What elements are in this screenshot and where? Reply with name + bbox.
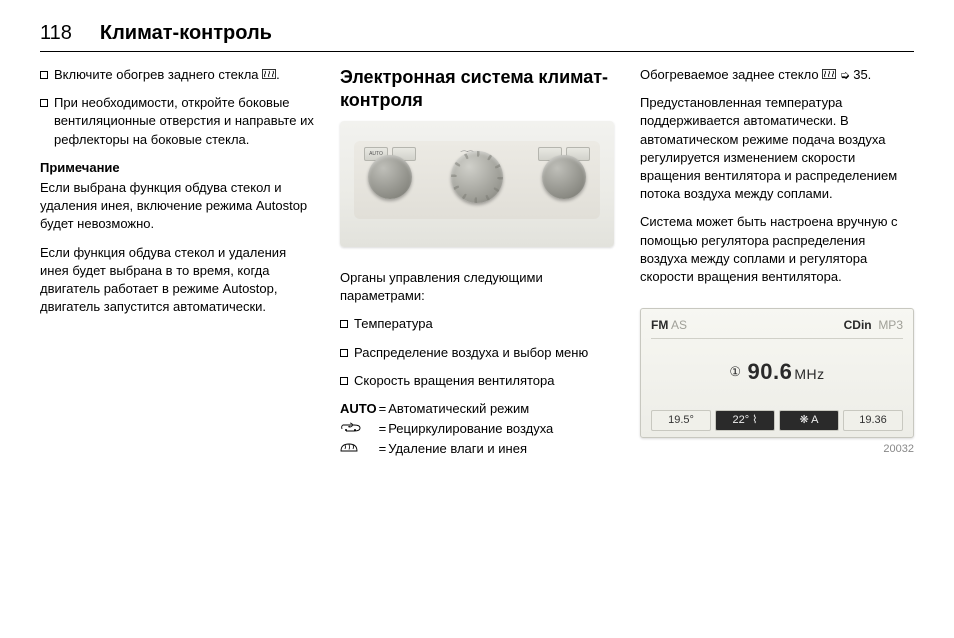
legend-eq: = [379,440,389,460]
table-row: = Рециркулирование воз­духа [340,420,614,440]
list-item: При необходимости, откройте боковые вент… [40,94,314,149]
radio-display-figure: FM AS CDin MP3 ①90.6MHz 19.5° 22° ⌇ [640,308,914,438]
bullet-icon [40,99,48,107]
list-item: Скорость вращения вентилятора [340,372,614,390]
column-middle: Электронная система климат-контроля AUTO… [340,66,614,461]
paragraph: Предустановленная температура поддержива… [640,94,914,203]
page-number: 118 [40,22,72,45]
note-paragraph: Если функция обдува стекол и удаления ин… [40,244,314,317]
defrost-icon [340,440,379,460]
controls-intro: Органы управления следующими параметрами… [340,269,614,305]
rear-defrost-icon [262,68,276,82]
page-header: 118 Климат-контроль [40,22,914,52]
display-top-row: FM AS CDin MP3 [651,317,903,339]
display-time: 19.36 [843,410,903,431]
column-left: Включите обогрев заднего стекла . При не… [40,66,314,461]
display-band: FM AS [651,317,687,334]
table-row: AUTO = Автоматический режим [340,400,614,420]
note-paragraph: Если выбрана функция обдува стекол и уда… [40,179,314,234]
list-item: Температура [340,315,614,333]
legend-value: Автоматический режим [388,400,614,420]
list-item: Распределение воздуха и выбор меню [340,344,614,362]
list-item-text: При необходимости, откройте боковые вент… [54,94,314,149]
paragraph: Система может быть настроена вручную с п… [640,213,914,286]
display-preset: ① [729,364,741,379]
bullet-icon [340,349,348,357]
display-source: CDin MP3 [844,317,903,334]
legend-table: AUTO = Автоматический режим = Рециркулир… [340,400,614,461]
figure-number: 20032 [640,442,914,457]
display-fan: ❋ A [779,410,839,431]
column-right: Обогреваемое заднее стекло ➭ 35. Предуст… [640,66,914,461]
legend-value: Удаление влаги и инея [388,440,614,460]
legend-eq: = [379,420,389,440]
legend-eq: = [379,400,389,420]
display-temp-out: 19.5° [651,410,711,431]
list-item: Включите обогрев заднего стекла . [40,66,314,84]
recirc-icon [340,420,379,440]
legend-value: Рециркулирование воз­духа [388,420,614,440]
fan-speed-knob-icon [542,155,586,199]
defrost-small-icon: ⌇ [752,414,757,426]
air-distribution-knob-icon [451,151,503,203]
temperature-knob-icon [368,155,412,199]
page-title: Климат-контроль [100,22,272,45]
display-frequency: ①90.6MHz [651,357,903,388]
paragraph: Обогреваемое заднее стекло ➭ 35. [640,66,914,84]
display-temp-in: 22° ⌇ [715,410,775,431]
reference-arrow-icon: ➭ [840,68,853,82]
legend-key: AUTO [340,400,379,420]
climate-panel: AUTO ⁀⁀ [354,141,600,219]
section-heading: Электронная система климат-контроля [340,66,614,111]
bullet-icon [40,71,48,79]
table-row: = Удаление влаги и инея [340,440,614,460]
display-bottom-row: 19.5° 22° ⌇ ❋ A 19.36 [651,410,903,431]
note-label: Примечание [40,159,314,177]
climate-control-figure: AUTO ⁀⁀ [340,121,614,247]
bullet-icon [340,377,348,385]
rear-defrost-icon [822,68,836,82]
list-item-text: Включите обогрев заднего стекла . [54,66,280,84]
bullet-icon [340,320,348,328]
